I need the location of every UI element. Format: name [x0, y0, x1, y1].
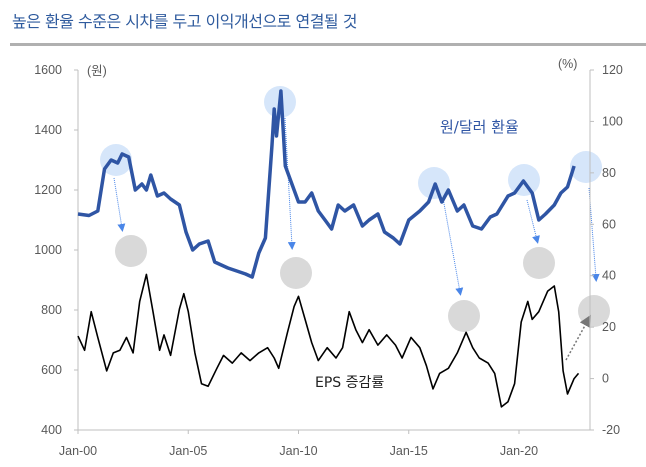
lag-arrow: [113, 177, 126, 232]
x-tick-label: Jan-00: [59, 444, 97, 458]
eps-peak-highlight: [523, 247, 555, 279]
right-tick-label: 80: [602, 166, 616, 180]
x-tick-label: Jan-20: [500, 444, 538, 458]
right-axis-unit: (%): [558, 57, 577, 71]
eps-peak-highlight: [280, 257, 312, 289]
x-tick-label: Jan-10: [279, 444, 317, 458]
page-title: 높은 환율 수준은 시차를 두고 이익개선으로 연결될 것: [12, 12, 357, 31]
forecast-arrow: [565, 314, 591, 361]
annotations: [100, 86, 610, 361]
right-tick-label: 100: [602, 114, 623, 128]
left-axis-unit: (원): [87, 64, 107, 78]
left-tick-label: 600: [41, 363, 62, 377]
eps-peak-highlight: [448, 300, 480, 332]
right-tick-label: 60: [602, 217, 616, 231]
series-label-fx: 원/달러 환율: [440, 118, 519, 136]
eps-peak-highlight: [115, 235, 147, 267]
left-tick-label: 1400: [34, 123, 62, 137]
fx-peak-highlight: [570, 151, 602, 183]
left-tick-label: 1200: [34, 183, 62, 197]
fx-peak-highlight: [100, 144, 132, 176]
right-tick-label: 120: [602, 63, 623, 77]
left-tick-label: 400: [41, 423, 62, 437]
right-tick-label: 20: [602, 320, 616, 334]
x-tick-label: Jan-15: [390, 444, 428, 458]
left-tick-label: 1000: [34, 243, 62, 257]
lag-arrow: [526, 199, 540, 244]
right-tick-label: 0: [602, 372, 609, 386]
left-tick-label: 800: [41, 303, 62, 317]
right-tick-label: -20: [602, 423, 620, 437]
right-tick-label: 40: [602, 269, 616, 283]
x-tick-label: Jan-05: [169, 444, 207, 458]
title-divider: [10, 43, 646, 46]
series-label-eps: EPS 증감률: [315, 375, 384, 391]
lag-arrow: [284, 117, 296, 250]
left-tick-label: 1600: [34, 63, 62, 77]
